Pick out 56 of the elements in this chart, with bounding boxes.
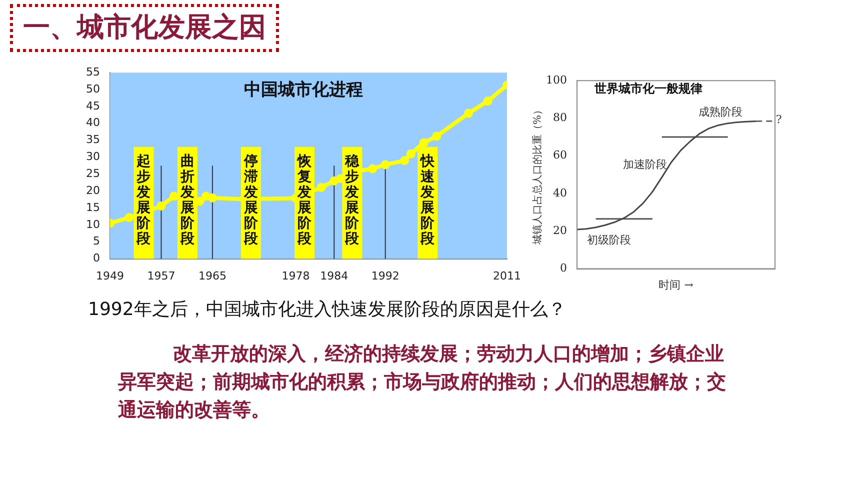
point xyxy=(419,138,428,148)
y-tick-label: 35 xyxy=(86,133,100,146)
x-tick-label: 1978 xyxy=(282,269,310,282)
y-tick-label: 40 xyxy=(552,186,567,200)
y-tick-label: 100 xyxy=(546,73,567,86)
text: 改革开放的深入，经济的持续发展；劳动力人口的增加；乡镇企业异军突起；前期城市化的积累；市场与政府的推动；人们的思想解放；交通运输的改善等。 xyxy=(118,342,727,423)
text: 中国城市化进程 xyxy=(244,80,363,100)
x-tick-label: 2011 xyxy=(493,269,522,282)
y-tick-label: 10 xyxy=(86,218,100,231)
point xyxy=(400,156,410,166)
y-tick-label: 20 xyxy=(552,224,567,238)
y-tick-label: 80 xyxy=(552,111,567,124)
annotation: 曲折发展阶段 xyxy=(179,154,196,248)
point xyxy=(316,182,326,192)
annotation: 快速发展阶段 xyxy=(420,154,436,248)
y-tick-label: 20 xyxy=(86,184,100,197)
point xyxy=(202,192,211,201)
x-axis-title: 时间 → xyxy=(658,278,694,292)
point xyxy=(208,193,217,202)
annotation: 起步发展阶段 xyxy=(136,154,152,248)
point xyxy=(406,149,416,158)
point xyxy=(380,160,390,170)
y-tick-label: 0 xyxy=(560,262,567,275)
y-tick-label: 60 xyxy=(552,148,567,162)
y-tick-label: 40 xyxy=(86,116,100,130)
y-tick-label: 50 xyxy=(86,82,100,96)
x-tick-label: 1992 xyxy=(371,269,400,282)
point xyxy=(124,213,134,222)
annotation: 停滞发展阶段 xyxy=(242,154,259,248)
y-tick-label: 25 xyxy=(86,167,100,180)
y-tick-label: 0 xyxy=(92,252,100,265)
annotation: 恢复发展阶段 xyxy=(296,154,313,248)
point xyxy=(330,176,339,186)
text: ? xyxy=(776,112,782,126)
x-tick-label: 1984 xyxy=(320,269,348,282)
y-tick-label: 45 xyxy=(86,99,100,112)
text: 1992年之后，中国城市化进入快速发展阶段的原因是什么？ xyxy=(88,298,566,321)
y-tick-label: 15 xyxy=(86,200,100,214)
y-tick-label: 5 xyxy=(92,234,100,248)
x-tick-label: 1949 xyxy=(96,269,124,282)
y-tick-label: 30 xyxy=(86,150,100,164)
annotation: 成熟阶段 xyxy=(698,105,742,118)
annotation: 初级阶段 xyxy=(587,233,632,246)
point xyxy=(368,164,378,174)
point xyxy=(464,108,474,118)
y-axis-title: 城镇人口占总人口的比重（%） xyxy=(532,104,544,246)
x-tick-label: 1957 xyxy=(147,269,176,282)
x-tick-label: 1965 xyxy=(198,269,226,282)
y-tick-label: 55 xyxy=(86,65,100,78)
annotation: 稳步发展阶段 xyxy=(344,154,360,248)
point xyxy=(432,132,442,141)
point xyxy=(156,201,166,210)
annotation: 加速阶段 xyxy=(622,158,667,172)
point xyxy=(483,96,492,106)
chart-title: 世界城市化一般规律 xyxy=(593,82,702,96)
text: 一、城市化发展之因 xyxy=(10,4,279,52)
